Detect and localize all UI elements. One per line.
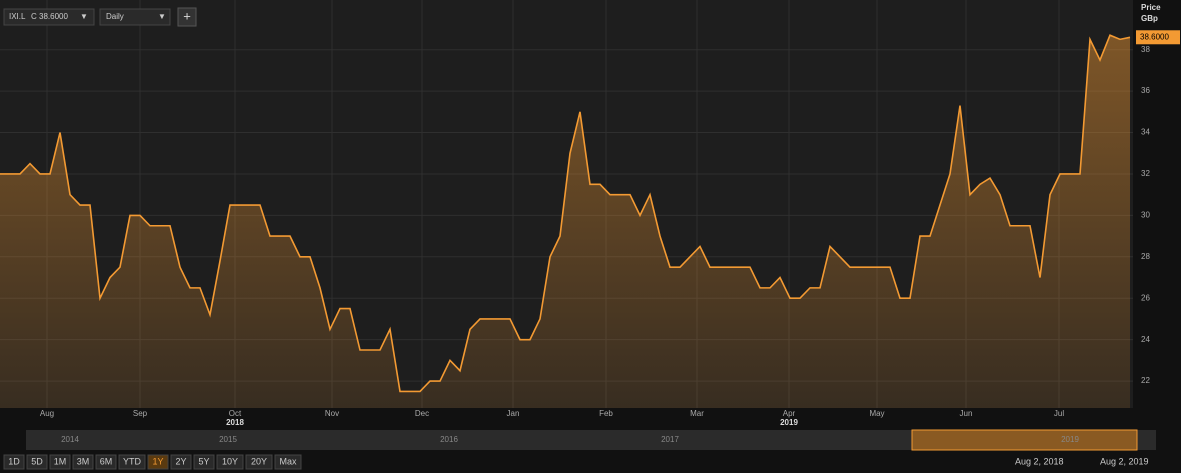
range-button[interactable] <box>193 454 215 470</box>
y-axis-unit: GBp <box>1141 14 1158 23</box>
interval: Daily <box>106 12 124 21</box>
range-button[interactable] <box>49 454 71 470</box>
y-tick-label: 34 <box>1141 128 1150 137</box>
add-label: + <box>183 8 191 23</box>
navigator-year: 2017 <box>661 435 679 444</box>
last-price-label: 38.6000 <box>1140 32 1169 41</box>
y-tick-label: 22 <box>1141 376 1150 385</box>
range-label: 5Y <box>198 456 209 466</box>
y-tick-label: 26 <box>1141 293 1150 302</box>
range-label: 1M <box>54 456 67 466</box>
navigator[interactable] <box>26 430 1156 450</box>
x-tick-label: Oct <box>229 409 242 418</box>
x-tick-label: May <box>869 409 884 418</box>
range-button[interactable] <box>170 454 192 470</box>
dropdown-arrow: ▼ <box>158 12 166 21</box>
range-label: 2Y <box>175 456 186 466</box>
x-tick-label: Jul <box>1054 409 1064 418</box>
x-tick-label: Sep <box>133 409 148 418</box>
range-button[interactable] <box>26 454 48 470</box>
range-button[interactable] <box>245 454 273 470</box>
navigator-year: 2016 <box>440 435 458 444</box>
x-tick-label: Jan <box>507 409 520 418</box>
navigator-year: 2019 <box>1061 435 1079 444</box>
x-tick-label: Jun <box>960 409 973 418</box>
y-tick-label: 30 <box>1141 211 1150 220</box>
price-line <box>0 34 1131 393</box>
x-tick-label: Nov <box>325 409 339 418</box>
y-tick-label: 28 <box>1141 252 1150 261</box>
range-button[interactable] <box>95 454 117 470</box>
range-label: YTD <box>123 456 142 466</box>
quote: C 38.6000 <box>31 12 68 21</box>
range-label: 5D <box>31 456 43 466</box>
y-tick-label: 24 <box>1141 335 1150 344</box>
year-label: 2019 <box>780 418 798 427</box>
range-label: 6M <box>100 456 113 466</box>
x-tick-label: Apr <box>783 409 796 418</box>
axis-bg <box>1133 0 1181 408</box>
navigator-year: 2014 <box>61 435 79 444</box>
range-button[interactable] <box>3 454 25 470</box>
symbol: IXI.L <box>9 12 26 21</box>
y-tick-label: 38 <box>1141 45 1150 54</box>
range-button[interactable] <box>274 454 302 470</box>
y-axis-title: Price <box>1141 3 1161 12</box>
range-button[interactable] <box>216 454 244 470</box>
x-tick-label: Dec <box>415 409 429 418</box>
y-tick-label: 36 <box>1141 86 1150 95</box>
range-button[interactable] <box>147 454 169 470</box>
x-tick-label: Aug <box>40 409 54 418</box>
range-button[interactable] <box>118 454 146 470</box>
area <box>0 35 1130 408</box>
x-tick-label: Mar <box>690 409 704 418</box>
navigator-window[interactable] <box>911 429 1138 451</box>
range-label: 20Y <box>251 456 267 466</box>
range-button[interactable] <box>72 454 94 470</box>
date-from: Aug 2, 2018 <box>1015 456 1064 466</box>
year-label: 2018 <box>226 418 244 427</box>
range-label: 10Y <box>222 456 238 466</box>
navigator-year: 2015 <box>219 435 237 444</box>
last-price-box <box>1136 30 1180 45</box>
x-tick-label: Feb <box>599 409 613 418</box>
date-to: Aug 2, 2019 <box>1100 456 1149 466</box>
range-label: 1Y <box>152 456 163 466</box>
add-button[interactable] <box>177 7 197 27</box>
y-tick-label: 32 <box>1141 169 1150 178</box>
range-label: Max <box>279 456 297 466</box>
range-label: 3M <box>77 456 90 466</box>
symbol-select[interactable] <box>3 8 95 26</box>
dropdown-arrow: ▼ <box>80 12 88 21</box>
range-label: 1D <box>8 456 20 466</box>
interval-select[interactable] <box>99 8 171 26</box>
